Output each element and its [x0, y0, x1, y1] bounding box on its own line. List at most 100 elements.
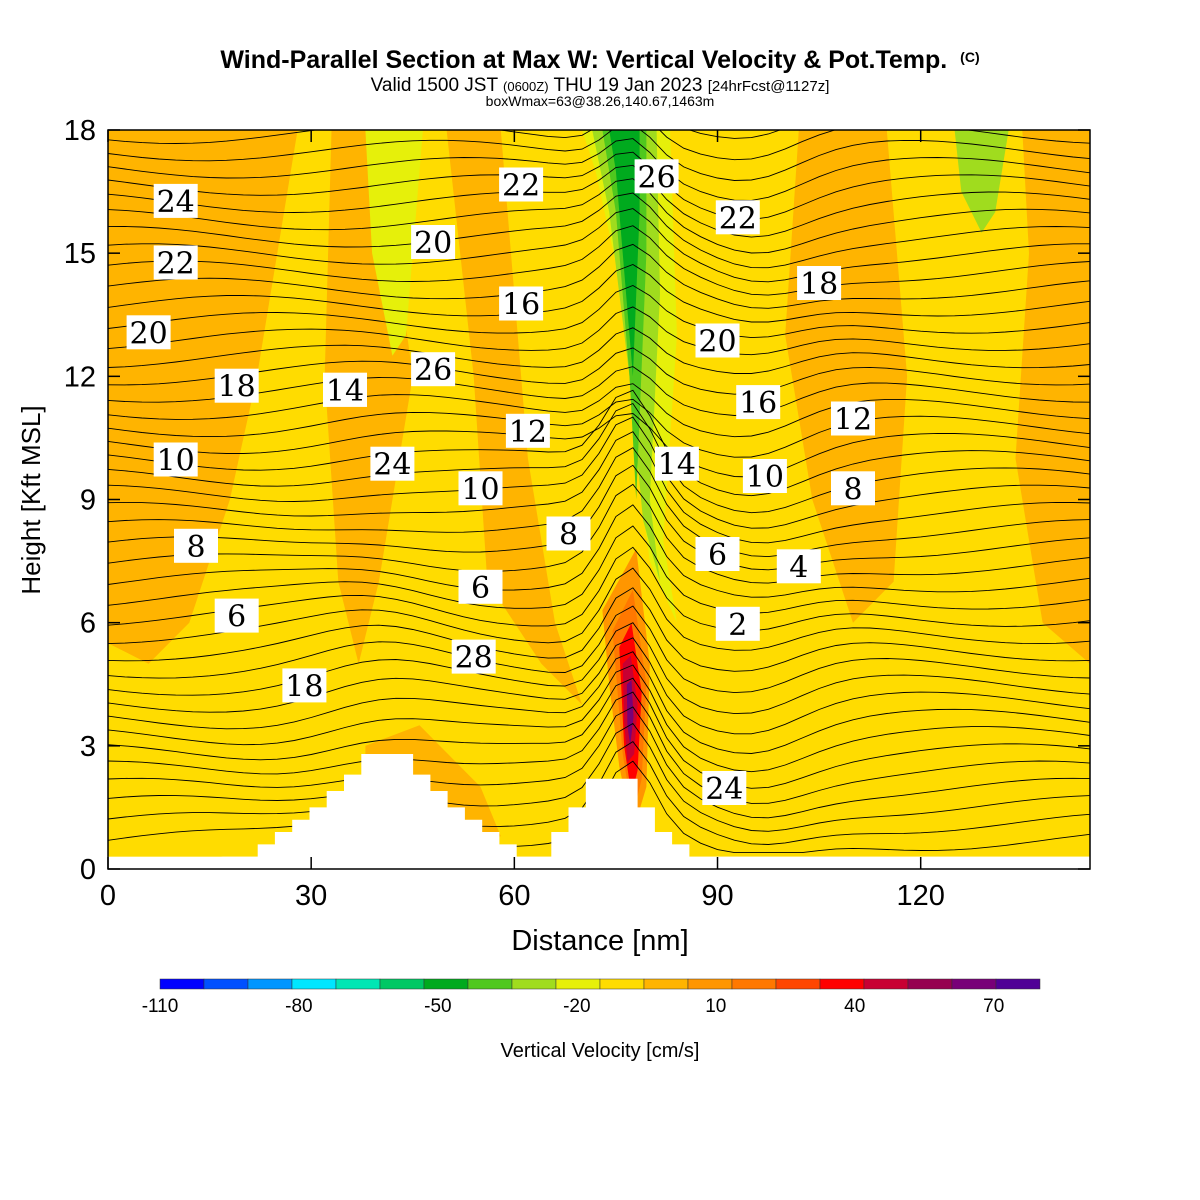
theta-contour — [108, 587, 1090, 672]
theta-contour — [108, 651, 1090, 754]
contour-label: 22 — [715, 200, 760, 236]
colorbar-tick-label: -50 — [424, 996, 451, 1017]
contour-label-text: 6 — [471, 571, 490, 606]
contour-label: 24 — [370, 446, 415, 483]
colorbar-swatch — [687, 978, 733, 990]
contour-label-text: 24 — [705, 772, 743, 807]
contour-label: 10 — [458, 471, 503, 507]
field-orange-band-edge — [1015, 130, 1090, 664]
colorbar-tick-label: 70 — [983, 996, 1004, 1017]
contour-label-text: 8 — [559, 518, 578, 553]
contour-label-text: 26 — [638, 160, 676, 195]
contour-label-text: 18 — [800, 267, 838, 302]
contour-label: 8 — [831, 471, 875, 507]
contour-label: 8 — [174, 528, 218, 565]
terrain — [108, 754, 1090, 869]
contour-label-bg — [742, 459, 787, 493]
contour-label-bg — [546, 516, 591, 551]
contour-label-bg — [214, 368, 259, 403]
theta-contour — [108, 130, 1090, 161]
colorbar-swatch — [995, 978, 1041, 990]
contour-label-bg — [505, 413, 550, 448]
colorbar-swatch — [379, 978, 425, 990]
box-info: boxWmax=63@38.26,140.67,1463m — [486, 93, 715, 109]
contour-label-bg — [702, 771, 747, 805]
colorbar-label: Vertical Velocity [cm/s] — [501, 1040, 700, 1062]
contour-label-bg — [214, 598, 259, 633]
theta-contour — [108, 677, 1090, 789]
theta-contour — [108, 664, 1090, 773]
colorbar-swatch — [775, 978, 821, 990]
contour-label: 6 — [458, 569, 503, 606]
chart-subtitle: Valid 1500 JST (0600Z) THU 19 Jan 2023 [… — [371, 75, 830, 96]
colorbar-tick-label: 40 — [844, 996, 865, 1017]
contour-label-text: 22 — [719, 201, 757, 236]
contour-label-bg — [458, 471, 503, 506]
theta-contour — [108, 208, 1090, 283]
colorbar-swatch — [159, 978, 205, 990]
contour-label: 14 — [654, 446, 699, 483]
contour-label: 20 — [411, 225, 456, 261]
contour-label: 2 — [715, 606, 760, 643]
contour-label-text: 16 — [739, 386, 777, 421]
contour-label-text: 24 — [373, 448, 411, 483]
theta-contour — [108, 263, 1090, 323]
contour-label-bg — [695, 323, 740, 358]
y-tick-label: 12 — [64, 361, 96, 393]
contour-label: 26 — [634, 159, 679, 195]
y-tick-label: 18 — [64, 115, 96, 147]
contour-label-text: 12 — [834, 403, 872, 438]
field-updraft-purple — [626, 680, 634, 746]
x-tick-label: 60 — [498, 880, 530, 912]
colorbar-tick-label: -110 — [142, 996, 179, 1017]
contour-label-text: 22 — [502, 169, 540, 204]
colorbar-swatch — [247, 978, 293, 990]
contour-label: 4 — [776, 549, 821, 585]
contour-label-bg — [654, 446, 699, 481]
contour-label-text: 10 — [157, 444, 195, 479]
y-tick-label: 3 — [80, 731, 96, 763]
theta-contour — [108, 178, 1090, 254]
contour-label: 8 — [546, 516, 591, 553]
plot-area: 2422201814108618142420262216121086282622… — [64, 115, 1091, 912]
contour-label: 28 — [451, 639, 496, 676]
contour-label: 6 — [214, 598, 259, 635]
contour-labels: 2422201814108618142420262216121086282622… — [126, 159, 875, 807]
terrain-mask — [108, 754, 1090, 869]
field-downdraft-left-yel — [365, 130, 423, 356]
y-tick-label: 15 — [64, 238, 96, 270]
contour-label: 20 — [695, 323, 740, 360]
colorbar-tick-label: -80 — [285, 996, 312, 1017]
contour-label-bg — [323, 372, 367, 407]
contour-label-text: 12 — [509, 415, 547, 450]
colorbar-tick-label: -20 — [563, 996, 590, 1017]
contour-label: 18 — [282, 668, 327, 704]
field-orange-band-right — [785, 130, 908, 623]
contour-label-text: 18 — [285, 669, 323, 704]
contour-label-text: 22 — [157, 247, 195, 282]
contour-label-text: 6 — [227, 600, 246, 635]
contour-label: 12 — [831, 401, 875, 438]
colorbar-swatch — [819, 978, 865, 990]
contour-label: 10 — [153, 442, 198, 479]
contour-label: 10 — [742, 459, 787, 495]
contour-label-bg — [153, 183, 198, 218]
contour-label-bg — [831, 401, 875, 436]
contour-label: 16 — [499, 286, 544, 323]
colorbar-swatch — [643, 978, 689, 990]
contour-label-bg — [451, 639, 496, 674]
contour-label: 18 — [797, 266, 842, 302]
contour-label-bg — [411, 225, 456, 259]
contour-label-text: 10 — [746, 460, 784, 495]
contour-label-bg — [499, 167, 544, 202]
contour-label: 24 — [702, 771, 747, 807]
theta-contour — [108, 389, 1090, 497]
theta-contour — [108, 306, 1090, 356]
theta-contour — [108, 504, 1090, 598]
contour-label-text: 8 — [186, 530, 205, 565]
contour-label-text: 14 — [658, 448, 696, 483]
theta-contour — [108, 431, 1090, 544]
contour-label-bg — [153, 245, 198, 280]
theta-contour — [108, 416, 1090, 529]
contour-label-bg — [499, 286, 544, 321]
